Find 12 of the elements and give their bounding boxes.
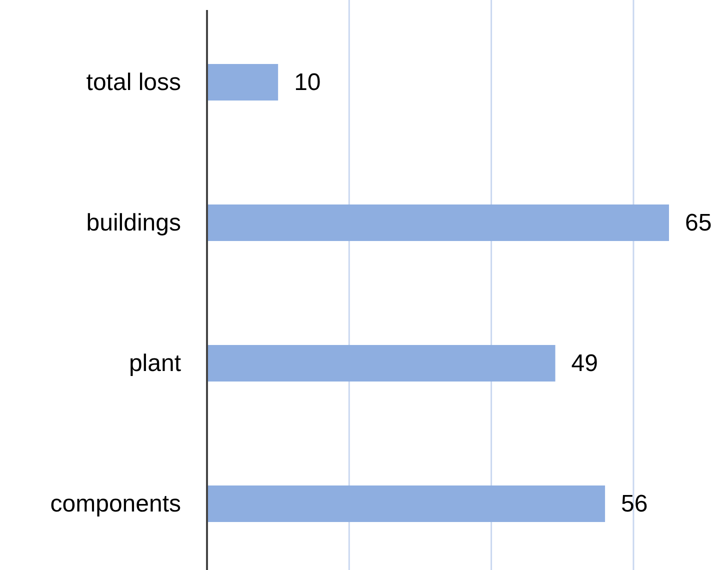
data-label: 49	[571, 350, 598, 377]
data-label: 65	[685, 209, 712, 236]
y-tick-label: total loss	[86, 68, 181, 96]
y-tick-label: buildings	[86, 209, 181, 236]
bar	[207, 485, 606, 522]
bar	[207, 344, 556, 382]
data-label: 56	[621, 490, 648, 518]
y-tick-label: plant	[128, 350, 182, 377]
y-tick-label: components	[50, 490, 181, 518]
data-label: 10	[294, 68, 321, 96]
bar	[207, 204, 669, 242]
bar	[207, 64, 278, 101]
